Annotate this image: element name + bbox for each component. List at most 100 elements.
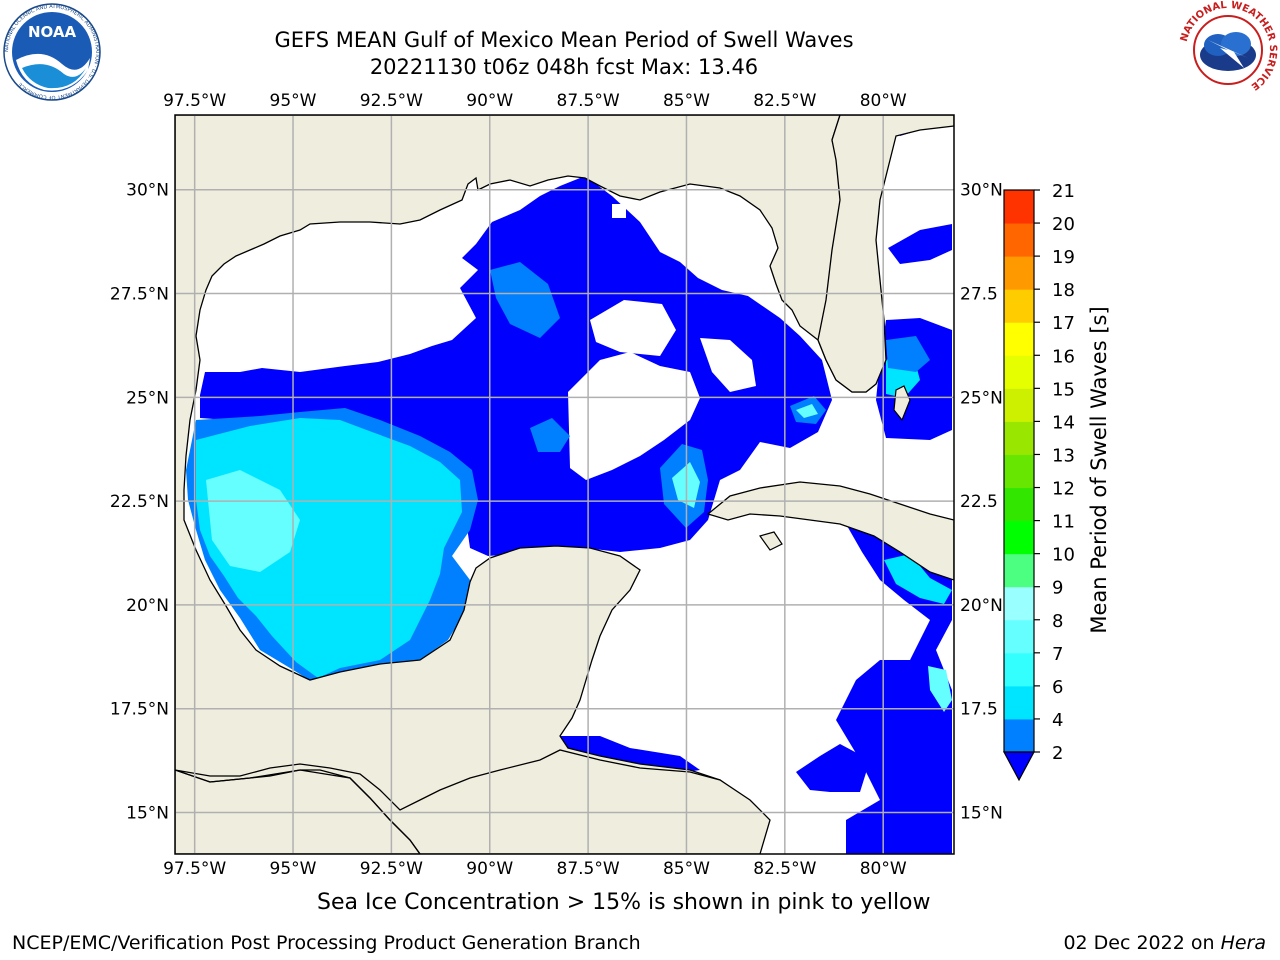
land-us-gulf-coast	[175, 115, 885, 854]
colorbar-segment	[1004, 388, 1034, 422]
land-isle-of-youth	[759, 531, 783, 551]
lat-label-right: 15°N	[960, 803, 1003, 823]
colorbar-segment	[1004, 421, 1034, 455]
nws-logo: NATIONAL WEATHER SERVICE	[1179, 0, 1278, 98]
lat-label-right: 20°N	[960, 596, 1003, 616]
pacific-coast-line	[175, 769, 421, 854]
swell-field-pale-cyan	[206, 470, 300, 572]
colorbar-tick-label: 15	[1052, 379, 1075, 400]
map-graticule	[175, 115, 954, 854]
colorbar-segment	[1004, 685, 1034, 720]
host-text: Hera	[1220, 932, 1266, 954]
colorbar-tick-label: 9	[1052, 578, 1063, 599]
colorbar-tick-label: 13	[1052, 445, 1075, 466]
colorbar-tick-label: 16	[1052, 346, 1075, 367]
colorbar-tick-label: 19	[1052, 247, 1075, 268]
swell-field-caribbean	[836, 524, 952, 854]
lat-label-right: 22.5	[960, 492, 998, 512]
lon-label-top: 90°W	[466, 91, 513, 111]
swell-patch-cyan	[530, 418, 570, 452]
lat-label-left: 30°N	[126, 181, 169, 201]
land-cuba	[706, 481, 954, 581]
lon-label-bottom: 80°W	[860, 859, 907, 879]
colorbar-tick-label: 2	[1052, 743, 1063, 764]
swell-gap-east	[568, 352, 700, 480]
swell-gap-small	[402, 320, 414, 332]
colorbar-label: Mean Period of Swell Waves [s]	[1087, 306, 1111, 633]
lon-label-bottom: 90°W	[466, 859, 513, 879]
lat-label-left: 15°N	[126, 803, 169, 823]
lon-label-bottom: 92.5°W	[360, 859, 423, 879]
lat-label-right: 30°N	[960, 181, 1003, 201]
colorbar-segment	[1004, 520, 1034, 555]
colorbar-segment	[1004, 586, 1034, 621]
lon-label-bottom: 97.5°W	[163, 859, 226, 879]
lon-label-top: 87.5°W	[557, 91, 620, 111]
lon-label-top: 97.5°W	[163, 91, 226, 111]
colorbar-segment	[1004, 454, 1034, 489]
swell-patch-cyan	[796, 404, 818, 418]
colorbar-segment	[1004, 553, 1034, 588]
colorbar-tick-label: 8	[1052, 611, 1063, 632]
swell-field-atlantic	[888, 224, 952, 264]
lat-label-right: 17.5	[960, 700, 998, 720]
colorbar-segment	[1004, 619, 1034, 654]
lat-label-left: 22.5°N	[110, 492, 169, 512]
lon-label-top: 85°W	[663, 91, 710, 111]
lon-label-bottom: 85°W	[663, 859, 710, 879]
swell-field-caribbean-light	[928, 666, 952, 712]
map-axis-labels: 97.5°W 97.5°W 95°W 95°W 92.5°W 92.5°W 90°W 90°W…	[110, 91, 1003, 879]
colorbar-segment	[1004, 487, 1034, 522]
map-frame	[174, 114, 955, 855]
colorbar-segment	[1004, 322, 1034, 356]
lat-label-left: 20°N	[126, 596, 169, 616]
colorbar-tick-label: 21	[1052, 181, 1075, 202]
colorbar-tick-label: 14	[1052, 412, 1075, 433]
colorbar-tick-label: 6	[1052, 677, 1063, 698]
lat-label-right: 27.5	[960, 285, 998, 305]
lat-label-right: 25°N	[960, 388, 1003, 408]
colorbar-segment	[1004, 652, 1034, 687]
noaa-logo: NOAA NATIONAL OCEANIC AND ATMOSPHERIC AD…	[3, 3, 101, 101]
colorbar-tick-label: 10	[1052, 545, 1075, 566]
swell-gap-mid	[590, 300, 676, 356]
noaa-text: NOAA	[28, 23, 77, 41]
swell-patch-cyan	[490, 262, 560, 338]
map-title: GEFS MEAN Gulf of Mexico Mean Period of …	[274, 28, 854, 52]
land-central-america	[175, 749, 771, 854]
colorbar-tick-label: 7	[1052, 644, 1063, 665]
colorbar-extend-min	[1002, 751, 1036, 782]
swell-field-atlantic-light	[886, 336, 930, 372]
lon-label-bottom: 95°W	[270, 859, 317, 879]
map-subtitle: 20221130 t06z 048h fcst Max: 13.46	[369, 55, 759, 79]
lat-label-left: 25°N	[126, 388, 169, 408]
lon-label-top: 92.5°W	[360, 91, 423, 111]
lon-label-bottom: 82.5°W	[753, 859, 816, 879]
colorbar: 2 4 6 7 8 9 10 11 12 13 14 15 16 17 18 19 20 21	[1002, 181, 1075, 782]
colorbar-tick-label: 20	[1052, 214, 1075, 235]
colorbar-segment	[1004, 223, 1034, 257]
swell-gap-ne	[700, 338, 756, 392]
lon-label-top: 82.5°W	[753, 91, 816, 111]
swell-field-caribbean	[796, 744, 870, 792]
colorbar-tick-label: 12	[1052, 479, 1075, 500]
lon-label-top: 80°W	[860, 91, 907, 111]
swell-gap-small	[612, 204, 626, 218]
colorbar-tick-label: 17	[1052, 313, 1075, 334]
colorbar-segment	[1004, 718, 1034, 753]
lon-label-top: 95°W	[270, 91, 317, 111]
date-stamp: 02 Dec 2022 on Hera	[1063, 932, 1266, 954]
lat-label-left: 27.5°N	[110, 285, 169, 305]
lat-label-left: 17.5°N	[110, 700, 169, 720]
sea-ice-note: Sea Ice Concentration > 15% is shown in …	[317, 890, 931, 915]
land-florida	[817, 115, 954, 393]
date-text: 02 Dec 2022 on	[1063, 932, 1221, 954]
colorbar-tick-label: 11	[1052, 512, 1075, 533]
colorbar-segment	[1004, 355, 1034, 389]
swell-field-caribbean-light	[884, 554, 952, 604]
colorbar-segment	[1004, 289, 1034, 323]
colorbar-segment	[1004, 190, 1034, 224]
credit-text: NCEP/EMC/Verification Post Processing Pr…	[12, 932, 641, 954]
colorbar-frame	[1003, 189, 1035, 753]
